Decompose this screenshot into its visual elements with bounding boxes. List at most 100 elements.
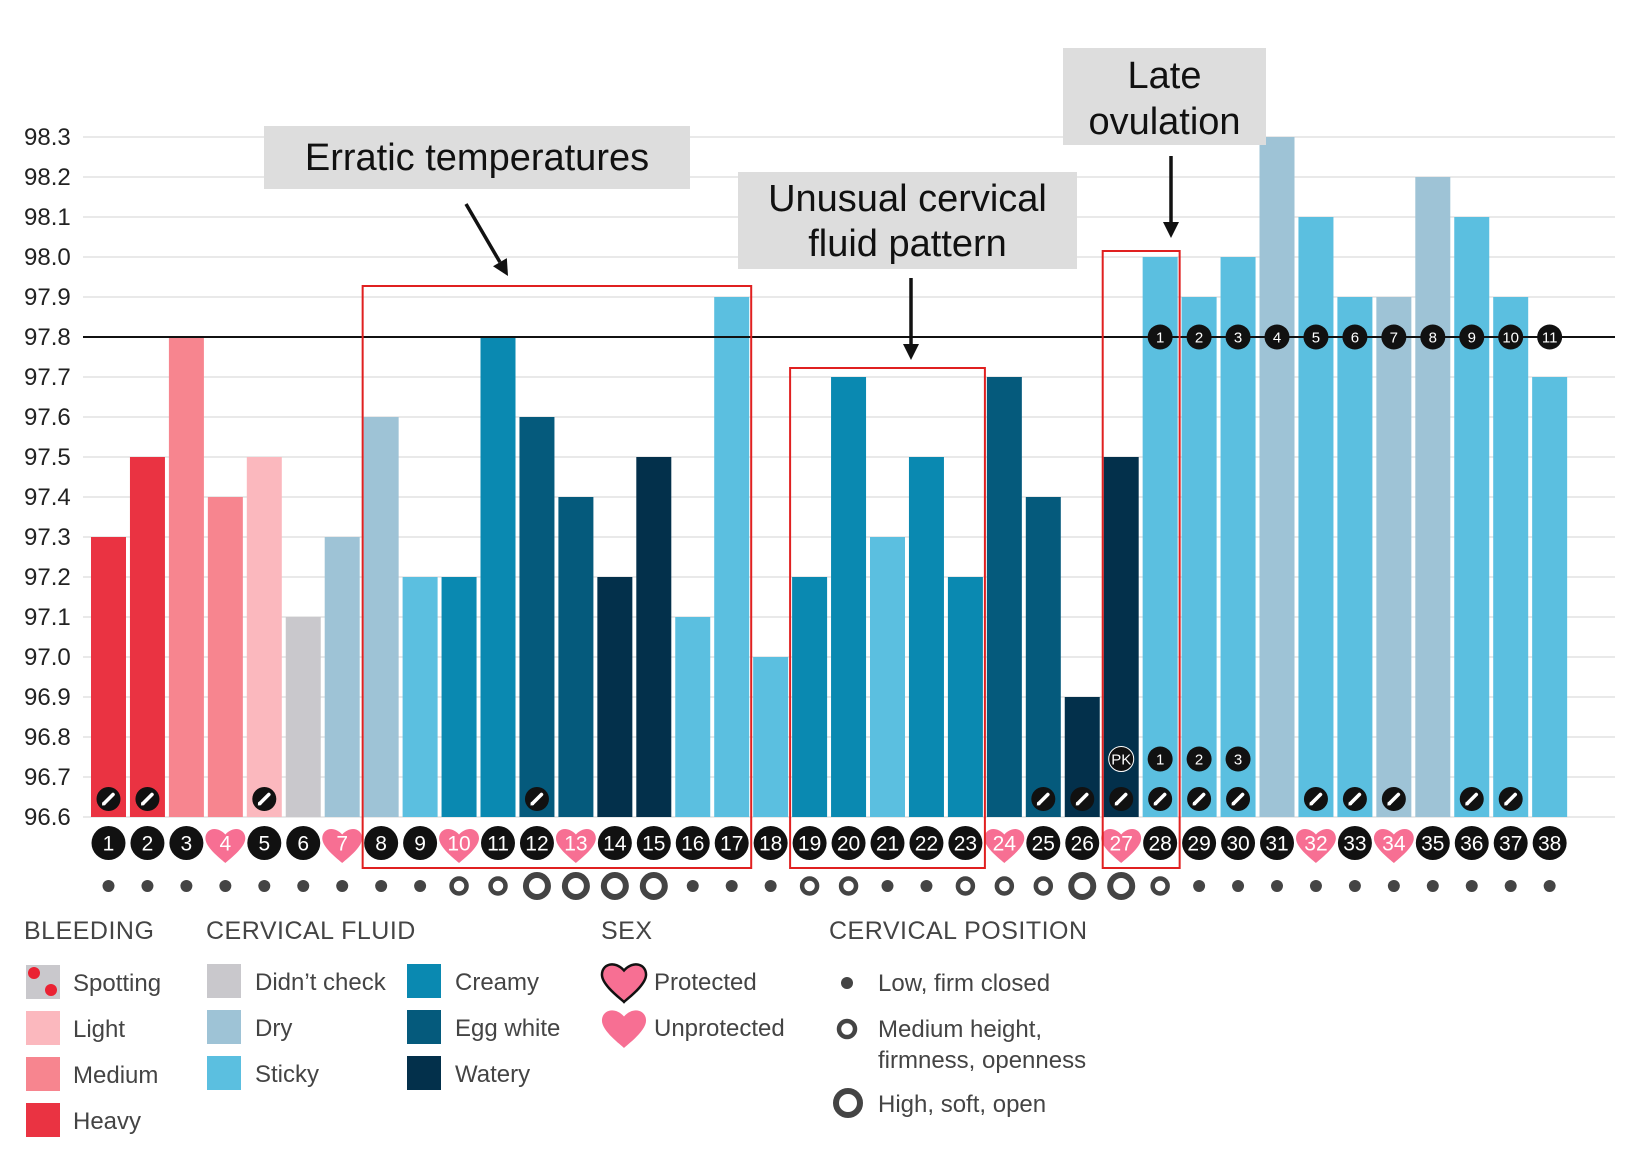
- day-marker: [1026, 826, 1061, 860]
- day-marker: [597, 826, 632, 860]
- day-marker: [675, 826, 710, 860]
- pencil-icon: [96, 787, 121, 811]
- legend-label: Egg white: [455, 1015, 560, 1042]
- bar-day-4: [207, 497, 243, 817]
- bar-day-22: [908, 457, 944, 817]
- legend-label: Watery: [455, 1061, 530, 1088]
- cervix-high-icon: [561, 872, 590, 900]
- day-marker: [831, 826, 866, 860]
- day-label: 16: [681, 833, 704, 856]
- y-tick-label: 97.5: [24, 444, 71, 471]
- high-temp-count-label: 6: [1351, 330, 1359, 347]
- cervix-low-icon: [1193, 880, 1206, 892]
- pencil-icon: [1070, 787, 1095, 811]
- day-marker: [1337, 826, 1372, 860]
- cervix-medium-icon: [955, 876, 976, 896]
- bar-day-35: [1415, 177, 1451, 817]
- bar-day-17: [714, 297, 750, 817]
- pencil-icon: [1459, 787, 1484, 811]
- y-tick-label: 98.0: [24, 244, 71, 271]
- day-label: 8: [375, 833, 387, 856]
- day-marker: [364, 826, 399, 860]
- legend-label: Didn’t check: [255, 969, 387, 996]
- day-label: 18: [759, 833, 782, 856]
- day-label: 9: [414, 833, 426, 856]
- sex-heart-icon: [322, 829, 363, 864]
- cervix-low-icon: [1348, 880, 1361, 892]
- sex-heart-icon: [439, 829, 479, 864]
- legend-label: Medium: [73, 1062, 158, 1089]
- day-label: 3: [181, 833, 193, 856]
- day-marker: [1532, 826, 1567, 860]
- high-temp-count-label: 1: [1156, 330, 1164, 347]
- cervix-low-icon: [1543, 880, 1556, 892]
- bar-day-31: [1259, 137, 1295, 817]
- high-temp-count-marker: [1186, 324, 1212, 350]
- legend-swatch-sticky: [207, 1056, 241, 1090]
- peak-count-marker: [1147, 746, 1173, 772]
- legend-cervix-low-icon: [841, 977, 853, 989]
- legend-label: Spotting: [73, 970, 161, 997]
- bar-day-21: [870, 537, 905, 817]
- peak-count-label: 3: [1234, 752, 1242, 769]
- cervix-low-icon: [920, 880, 933, 892]
- bar-day-9: [402, 577, 438, 817]
- callout-box: [738, 172, 1077, 269]
- legend-cervix-high-icon: [833, 1088, 863, 1118]
- legend-label: firmness, openness: [878, 1047, 1086, 1074]
- day-label: 28: [1148, 833, 1171, 856]
- day-label: 21: [876, 833, 899, 856]
- day-label: 14: [603, 833, 627, 856]
- bar-day-19: [792, 577, 828, 817]
- day-label: 1: [103, 833, 115, 856]
- bar-day-13: [558, 497, 594, 817]
- bar-day-7: [324, 537, 360, 817]
- day-label: 22: [915, 833, 938, 856]
- legend-heading: CERVICAL FLUID: [206, 917, 416, 945]
- bar-day-33: [1337, 297, 1373, 817]
- high-temp-count-label: 5: [1312, 330, 1320, 347]
- sex-heart-icon: [984, 829, 1025, 864]
- day-marker: [1065, 826, 1100, 860]
- legend-swatch-egg_white: [407, 1010, 441, 1044]
- bar-day-28: [1142, 257, 1178, 817]
- high-temp-count-label: 10: [1502, 330, 1519, 347]
- cervix-low-icon: [1232, 880, 1245, 892]
- cervix-low-icon: [686, 880, 699, 892]
- legend-heading: SEX: [601, 917, 653, 945]
- cervix-medium-icon: [1150, 876, 1170, 896]
- day-marker: [403, 826, 438, 860]
- y-tick-label: 97.3: [24, 524, 71, 551]
- day-label: 7: [336, 833, 348, 856]
- cervix-high-icon: [1068, 872, 1097, 900]
- high-temp-count-marker: [1225, 324, 1251, 350]
- cervix-low-icon: [881, 880, 894, 892]
- y-tick-label: 98.2: [24, 164, 71, 191]
- bar-day-14: [597, 577, 633, 817]
- pencil-icon: [1381, 787, 1406, 811]
- legend-heading: BLEEDING: [24, 917, 154, 945]
- bar-day-34: [1376, 297, 1412, 817]
- cervix-high-icon: [522, 872, 551, 900]
- cervix-low-icon: [336, 880, 349, 892]
- y-tick-label: 97.0: [24, 644, 71, 671]
- cervix-low-icon: [258, 880, 271, 892]
- legend-label: Sticky: [255, 1061, 319, 1088]
- high-temp-count-label: 3: [1234, 330, 1242, 347]
- cervix-low-icon: [764, 880, 777, 892]
- day-label: 31: [1265, 833, 1288, 856]
- highlight-box-cervical: [789, 367, 986, 869]
- legend-swatch-heavy: [26, 1103, 60, 1137]
- sex-heart-icon: [1296, 829, 1336, 864]
- bar-day-29: [1181, 297, 1217, 817]
- peak-count-marker: [1186, 746, 1212, 772]
- y-tick-label: 96.6: [24, 804, 71, 831]
- pencil-icon: [135, 787, 160, 811]
- pencil-icon: [524, 787, 549, 811]
- legend-label: Unprotected: [654, 1015, 785, 1042]
- legend-label: Heavy: [73, 1108, 141, 1135]
- pencil-icon: [1148, 787, 1173, 811]
- pencil-icon: [252, 787, 277, 811]
- y-axis-labels: 98.3 98.2 98.1 98.0 97.9 97.8 97.7 97.6 97.5 97.4…: [24, 124, 71, 831]
